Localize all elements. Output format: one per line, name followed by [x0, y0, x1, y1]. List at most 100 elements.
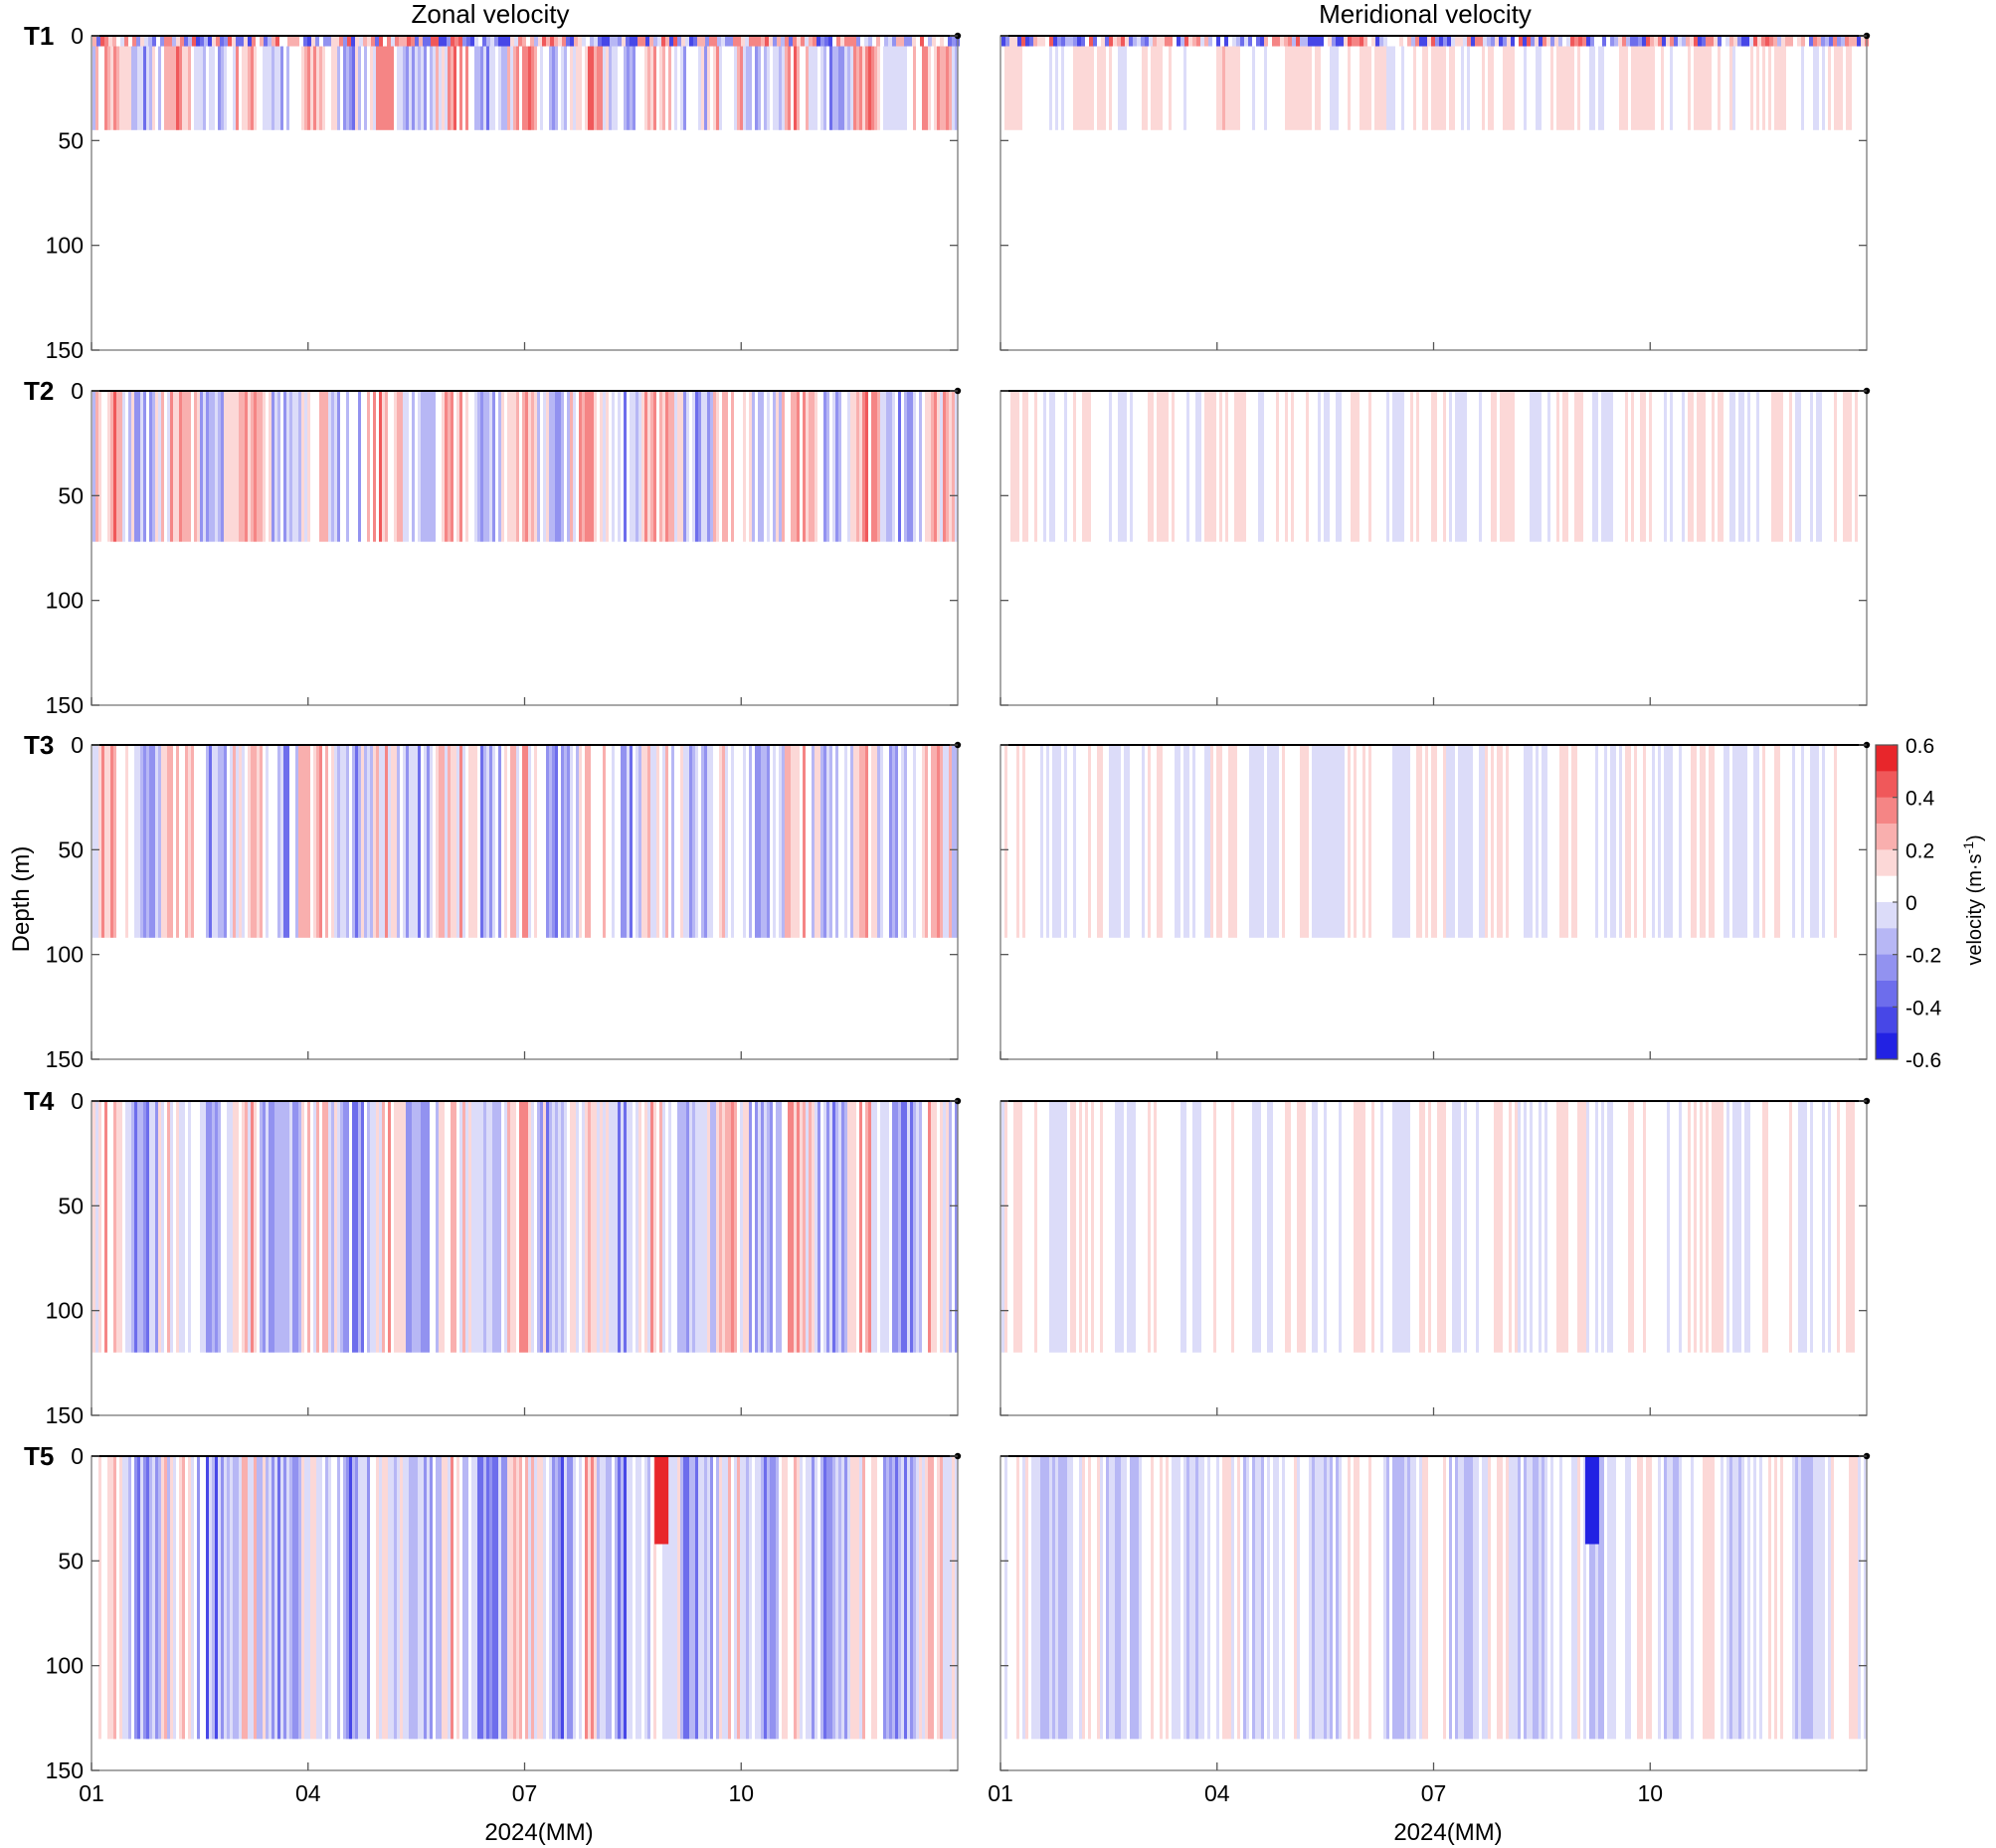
heatmap-cell [844, 1101, 847, 1353]
heatmap-cell [561, 1101, 564, 1353]
heatmap-cell [749, 1101, 752, 1353]
heatmap-cell [1667, 745, 1670, 938]
heatmap-surface-cell [240, 36, 244, 47]
heatmap-cell [433, 745, 436, 938]
heatmap-cell [955, 1101, 958, 1353]
heatmap-surface-cell [749, 36, 753, 47]
heatmap-cell [1846, 36, 1849, 130]
heatmap-cell [158, 1101, 161, 1353]
heatmap-cell [1694, 1456, 1697, 1740]
heatmap-cell [1362, 36, 1365, 130]
heatmap-cell [1279, 1101, 1282, 1353]
heatmap-cell [853, 1456, 856, 1740]
heatmap-cell [1631, 391, 1634, 542]
heatmap-surface-cell [1304, 36, 1308, 47]
heatmap-surface-cell [1141, 36, 1145, 47]
heatmap-surface-cell [705, 36, 709, 47]
heatmap-cell [1180, 36, 1183, 130]
heatmap-cell [1401, 745, 1404, 938]
heatmap-cell [1431, 1101, 1434, 1353]
heatmap-cell [143, 391, 146, 542]
heatmap-surface-cell [1809, 36, 1813, 47]
heatmap-cell [1452, 1101, 1455, 1353]
heatmap-cell [480, 1101, 483, 1353]
heatmap-cell [107, 1456, 110, 1740]
heatmap-cell [701, 745, 704, 938]
heatmap-surface-cell [689, 36, 693, 47]
heatmap-cell [847, 391, 850, 542]
heatmap-cell [1786, 36, 1789, 130]
heatmap-cell [1565, 36, 1568, 130]
heatmap-cell [364, 391, 367, 542]
heatmap-cell [146, 1456, 149, 1740]
heatmap-surface-cell [1101, 36, 1105, 47]
heatmap-cell [1741, 1456, 1744, 1740]
heatmap-cell [761, 1456, 764, 1740]
heatmap-cell [710, 745, 713, 938]
heatmap-cell [1476, 1101, 1479, 1353]
heatmap-cell [1461, 36, 1464, 130]
heatmap-cell [1327, 1101, 1330, 1353]
heatmap-cell [1219, 1456, 1222, 1740]
heatmap-surface-cell [514, 36, 518, 47]
heatmap-cell [167, 745, 170, 938]
heatmap-cell [364, 36, 367, 130]
heatmap-cell [1709, 1101, 1712, 1353]
heatmap-cell [707, 391, 710, 542]
heatmap-cell [370, 1456, 373, 1740]
heatmap-cell [1186, 391, 1189, 542]
heatmap-cell [615, 36, 618, 130]
heatmap-cell [943, 745, 946, 938]
heatmap-surface-cell [1248, 36, 1252, 47]
heatmap-cell [367, 745, 370, 938]
heatmap-cell [1518, 745, 1521, 938]
heatmap-cell [1225, 1456, 1228, 1740]
heatmap-surface-cell [912, 36, 916, 47]
heatmap-surface-cell [1216, 36, 1220, 47]
heatmap-cell [1237, 36, 1240, 130]
heatmap-cell [731, 391, 734, 542]
heatmap-cell [641, 391, 644, 542]
heatmap-cell [1360, 36, 1362, 130]
heatmap-surface-cell [128, 36, 132, 47]
heatmap-cell [1619, 745, 1622, 938]
heatmap-cell [1100, 1456, 1103, 1740]
heatmap-surface-cell [657, 36, 661, 47]
heatmap-cell [1512, 1101, 1515, 1353]
heatmap-cell [1834, 391, 1837, 542]
heatmap-cell [98, 36, 101, 130]
heatmap-cell [943, 1456, 946, 1740]
heatmap-surface-cell [1789, 36, 1793, 47]
heatmap-surface-cell [1260, 36, 1264, 47]
heatmap-cell [552, 1456, 555, 1740]
heatmap-cell [1097, 1456, 1100, 1740]
heatmap-surface-cell [287, 36, 291, 47]
heatmap-cell [1142, 391, 1145, 542]
heatmap-cell [916, 36, 919, 130]
heatmap-cell [656, 745, 659, 938]
heatmap-cell [1010, 745, 1013, 938]
heatmap-cell [358, 391, 361, 542]
heatmap-cell [1700, 745, 1703, 938]
heatmap-cell [1434, 36, 1437, 130]
heatmap-cell [755, 36, 758, 130]
heatmap-cell [1619, 36, 1622, 130]
heatmap-cell [868, 745, 871, 938]
heatmap-surface-cell [1733, 36, 1737, 47]
heatmap-cell [289, 36, 292, 130]
heatmap-cell [659, 1101, 662, 1353]
heatmap-cell [1497, 36, 1500, 130]
heatmap-cell [104, 1456, 107, 1740]
heatmap-cell [910, 745, 913, 938]
heatmap-cell [743, 36, 746, 130]
heatmap-cell [698, 1101, 701, 1353]
heatmap-cell [1544, 391, 1547, 542]
heatmap-cell [337, 391, 340, 542]
heatmap-cell [486, 36, 489, 130]
heatmap-cell [695, 391, 698, 542]
heatmap-cell [1452, 1456, 1455, 1740]
heatmap-cell [1428, 391, 1431, 542]
heatmap-cell [1559, 745, 1562, 938]
heatmap-cell [1237, 391, 1240, 542]
